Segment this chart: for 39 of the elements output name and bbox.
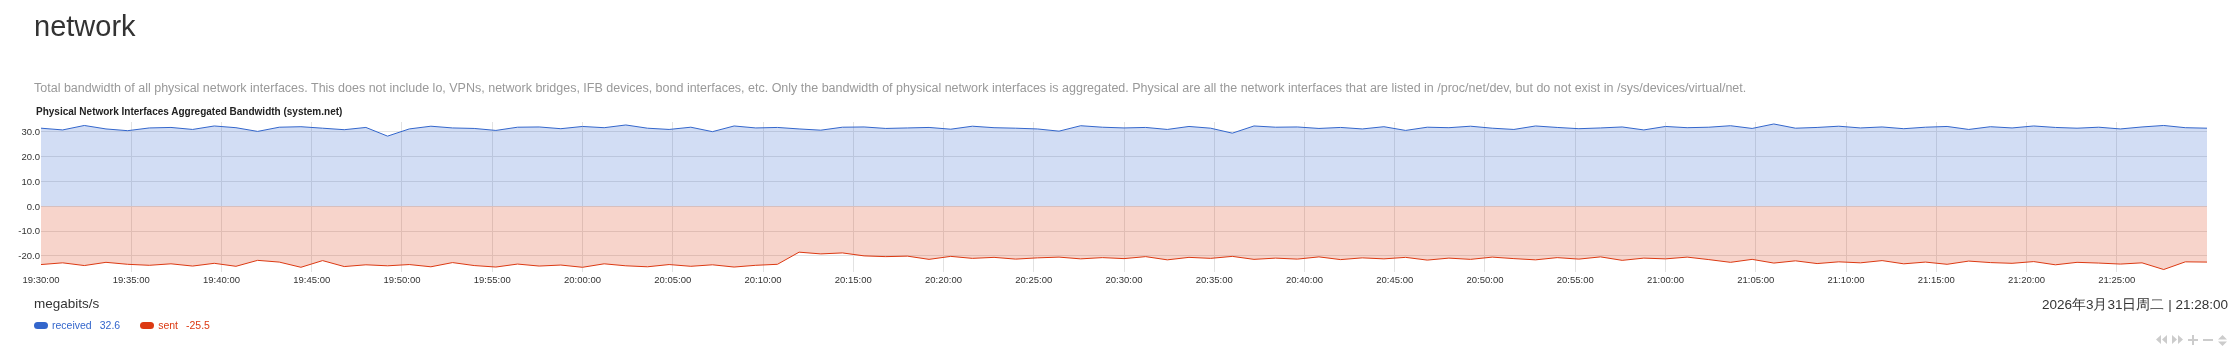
x-tick-label: 20:30:00 bbox=[1105, 273, 1143, 285]
x-tick-label: 20:55:00 bbox=[1556, 273, 1594, 285]
x-tick-label: 21:05:00 bbox=[1737, 273, 1775, 285]
x-tick-label: 20:40:00 bbox=[1286, 273, 1324, 285]
x-tick-label: 21:15:00 bbox=[1917, 273, 1955, 285]
y-tick-label: 0.0 bbox=[26, 200, 40, 212]
text: megabits/s bbox=[34, 296, 100, 311]
y-tick-label: 10.0 bbox=[21, 175, 40, 187]
legend-label: sent bbox=[158, 319, 178, 331]
x-tick-label: 19:50:00 bbox=[383, 273, 421, 285]
x-tick-label: 21:00:00 bbox=[1647, 273, 1684, 285]
x-tick-label: 19:35:00 bbox=[112, 273, 150, 285]
x-tick-label: 20:50:00 bbox=[1466, 273, 1504, 285]
x-tick-label: 20:10:00 bbox=[744, 273, 782, 285]
text: Physical Network Interfaces Aggregated Bandwidth (system.net) bbox=[36, 106, 343, 117]
chart-subtitle: Total bandwidth of all physical network interfaces. This does not include lo, VPNs, network bridges, IFB devices, bond interfaces, etc. Only the bandwidth of physical network interfaces is aggregated. Physical are all the network interfaces that are listed in /proc/net/dev, but do not exist in /sys/devices/virtual/net. bbox=[34, 81, 1747, 95]
x-tick-label: 20:45:00 bbox=[1376, 273, 1414, 285]
x-tick-label: 20:05:00 bbox=[654, 273, 692, 285]
x-tick-label: 19:30:00 bbox=[22, 273, 60, 285]
x-tick-label: 21:10:00 bbox=[1827, 273, 1865, 285]
x-tick-label: 20:15:00 bbox=[834, 273, 872, 285]
text: -25.5 bbox=[186, 319, 210, 331]
x-tick-label: 21:20:00 bbox=[2007, 273, 2045, 285]
x-tick-label: 19:45:00 bbox=[293, 273, 331, 285]
legend-label: received bbox=[52, 319, 92, 331]
x-tick-label: 20:20:00 bbox=[924, 273, 962, 285]
x-tick-label: 19:55:00 bbox=[473, 273, 511, 285]
x-tick-label: 20:00:00 bbox=[564, 273, 601, 285]
y-tick-label: 30.0 bbox=[21, 126, 40, 138]
chart-title: network bbox=[34, 10, 136, 43]
x-tick-label: 19:40:00 bbox=[203, 273, 241, 285]
text: 2026年3月31日周二 | 21:28:00 bbox=[2041, 296, 2228, 314]
y-tick-label: -20.0 bbox=[18, 250, 40, 262]
text: 32.6 bbox=[99, 319, 121, 331]
y-tick-label: -10.0 bbox=[18, 225, 40, 237]
y-tick-label: 20.0 bbox=[21, 151, 40, 163]
x-tick-label: 21:25:00 bbox=[2098, 273, 2136, 285]
x-tick-label: 20:35:00 bbox=[1195, 273, 1233, 285]
x-tick-label: 20:25:00 bbox=[1015, 273, 1053, 285]
